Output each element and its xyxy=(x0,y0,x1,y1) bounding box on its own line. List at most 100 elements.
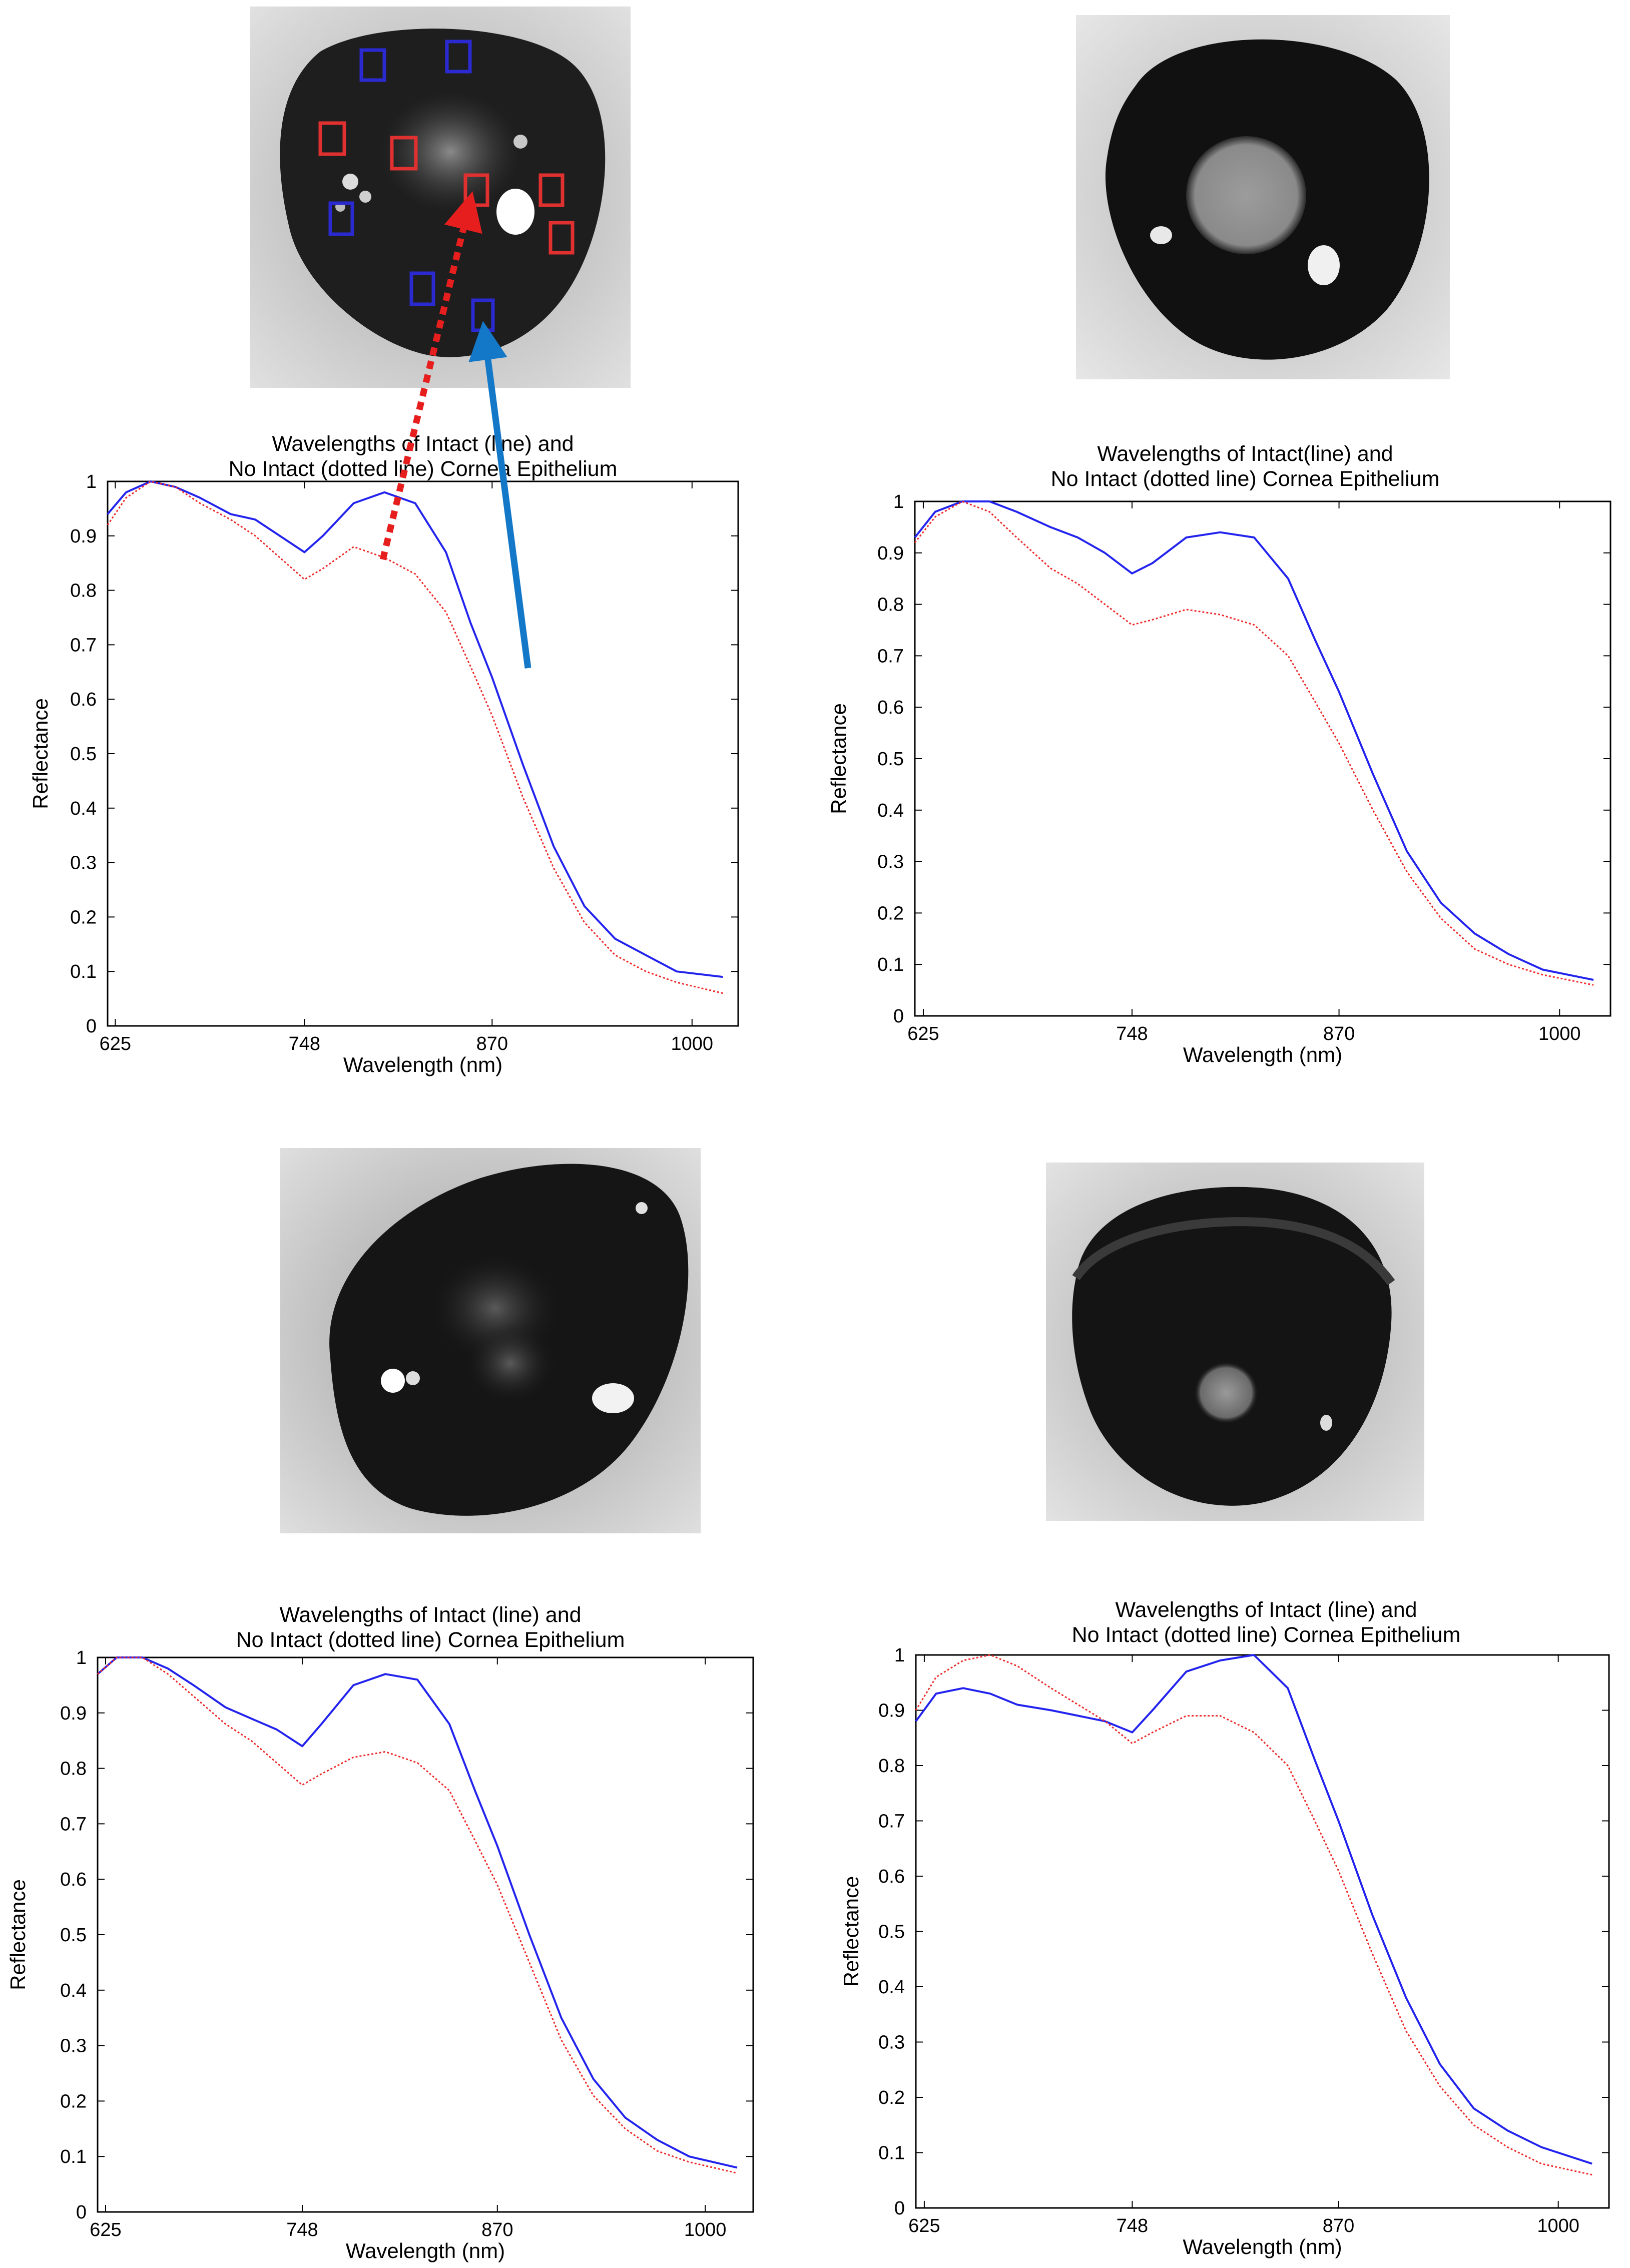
y-tick-label: 1 xyxy=(893,491,904,512)
y-tick-label: 0 xyxy=(86,1016,97,1037)
y-tick-label: 0.6 xyxy=(877,697,904,718)
y-tick-label: 1 xyxy=(86,471,97,492)
x-tick-label: 625 xyxy=(907,1023,939,1044)
y-tick-label: 0.7 xyxy=(877,646,904,667)
y-axis-label: Reflectance xyxy=(827,703,850,814)
plot-frame xyxy=(97,1656,754,2213)
y-tick-label: 0.3 xyxy=(878,2032,905,2053)
y-tick-label: 0 xyxy=(76,2202,87,2223)
y-axis-label: Reflectance xyxy=(839,1876,863,1987)
plot-frame xyxy=(915,1654,1610,2209)
x-tick-label: 1000 xyxy=(684,2219,727,2240)
y-axis-label: Reflectance xyxy=(6,1879,30,1990)
y-tick-label: 0.4 xyxy=(60,1980,87,2001)
y-tick-label: 0.1 xyxy=(70,961,97,982)
y-tick-label: 0.1 xyxy=(877,954,904,975)
series-line-no-intact xyxy=(914,500,1594,986)
y-tick-label: 0.3 xyxy=(877,852,904,873)
x-tick-label: 870 xyxy=(481,2219,513,2240)
y-tick-label: 0.3 xyxy=(70,853,97,874)
chart-title-line1: Wavelengths of Intact(line) and xyxy=(1097,442,1393,466)
y-tick-label: 0.9 xyxy=(877,543,904,564)
x-tick-label: 748 xyxy=(286,2219,318,2240)
chart-panel-2: Wavelengths of Intact(line) and No Intac… xyxy=(815,435,1630,1086)
series-line-no-intact xyxy=(97,1656,738,2174)
x-axis-label: Wavelength (nm) xyxy=(343,1053,502,1076)
y-tick-label: 0.9 xyxy=(60,1703,87,1724)
chart-title-line2: No Intact (dotted line) Cornea Epitheliu… xyxy=(236,1628,625,1652)
y-tick-label: 0.7 xyxy=(60,1814,87,1835)
x-axis-label: Wavelength (nm) xyxy=(346,2239,505,2262)
y-tick-label: 0.2 xyxy=(60,2091,87,2112)
y-tick-label: 1 xyxy=(76,1647,87,1668)
y-tick-label: 0.5 xyxy=(877,749,904,770)
chart-title-line1: Wavelengths of Intact (line) and xyxy=(279,1603,582,1627)
chart-panel-1: Wavelengths of Intact (line) and No Inta… xyxy=(0,425,761,1086)
line-chart: 0 0.1 0.2 0.3 0.4 0.5 0.6 0.7 0.8 0.9 1 625 748 870 10… xyxy=(839,1645,1610,2258)
x-tick-label: 748 xyxy=(289,1033,320,1054)
y-tick-label: 0.2 xyxy=(877,903,904,924)
series-line-no-intact xyxy=(107,480,723,994)
y-tick-label: 1 xyxy=(894,1645,905,1666)
x-tick-label: 748 xyxy=(1117,2215,1148,2236)
x-tick-label: 625 xyxy=(908,2215,940,2236)
y-tick-label: 0.4 xyxy=(70,798,97,819)
y-tick-label: 0.7 xyxy=(878,1811,905,1832)
plot-frame xyxy=(914,500,1611,1017)
x-tick-label: 1000 xyxy=(1537,2215,1579,2236)
y-axis-label: Reflectance xyxy=(29,698,52,809)
cornea-photo-2 xyxy=(1076,15,1450,379)
y-tick-label: 0.8 xyxy=(70,581,97,602)
y-tick-label: 0.4 xyxy=(877,800,904,821)
y-tick-label: 0.2 xyxy=(878,2087,905,2108)
y-tick-label: 0.1 xyxy=(878,2143,905,2164)
series-line-intact xyxy=(97,1656,738,2169)
x-axis-label: Wavelength (nm) xyxy=(1183,2235,1342,2258)
y-tick-label: 0.5 xyxy=(70,744,97,765)
y-tick-label: 0.9 xyxy=(70,526,97,547)
y-tick-label: 0.2 xyxy=(70,907,97,928)
cornea-photo-4 xyxy=(1046,1163,1424,1521)
y-tick-label: 0.4 xyxy=(878,1977,905,1998)
series-line-intact xyxy=(915,1654,1592,2165)
y-tick-label: 0.8 xyxy=(878,1756,905,1777)
x-axis-label: Wavelength (nm) xyxy=(1183,1043,1342,1066)
chart-title-line1: Wavelengths of Intact (line) and xyxy=(1115,1598,1417,1622)
y-tick-label: 0.5 xyxy=(878,1922,905,1943)
series-line-intact xyxy=(107,480,723,978)
y-tick-label: 0.3 xyxy=(60,2036,87,2057)
x-tick-label: 1000 xyxy=(1538,1023,1581,1044)
line-chart: 0 0.1 0.2 0.3 0.4 0.5 0.6 0.7 0.8 0.9 1 625 748 870 10… xyxy=(29,471,739,1076)
y-tick-label: 0.8 xyxy=(60,1759,87,1780)
chart-title: Wavelengths of Intact (line) and No Inta… xyxy=(110,1602,751,1652)
chart-title: Wavelengths of Intact(line) and No Intac… xyxy=(915,441,1575,491)
y-tick-label: 0 xyxy=(893,1006,904,1027)
series-line-no-intact xyxy=(915,1654,1592,2176)
x-tick-label: 748 xyxy=(1116,1023,1148,1044)
chart-panel-4: Wavelengths of Intact (line) and No Inta… xyxy=(821,1591,1630,2268)
chart-panel-3: Wavelengths of Intact (line) and No Inta… xyxy=(0,1596,761,2268)
x-tick-label: 870 xyxy=(1323,1023,1355,1044)
y-tick-label: 0 xyxy=(894,2198,905,2219)
series-line-intact xyxy=(914,500,1594,981)
x-tick-label: 625 xyxy=(90,2219,121,2240)
cornea-photo-1 xyxy=(250,7,631,388)
chart-title-line2: No Intact (dotted line) Cornea Epitheliu… xyxy=(1050,467,1440,491)
x-tick-label: 870 xyxy=(476,1033,508,1054)
y-tick-label: 0.5 xyxy=(60,1925,87,1946)
y-tick-label: 0.6 xyxy=(878,1866,905,1887)
chart-title-line2: No Intact (dotted line) Cornea Epitheliu… xyxy=(1071,1623,1461,1647)
y-tick-label: 0.7 xyxy=(70,635,97,656)
y-tick-label: 0.8 xyxy=(877,595,904,616)
line-chart: 0 0.1 0.2 0.3 0.4 0.5 0.6 0.7 0.8 0.9 1 625 748 870 10… xyxy=(827,491,1611,1066)
line-chart: 0 0.1 0.2 0.3 0.4 0.5 0.6 0.7 0.8 0.9 1 625 748 870 10… xyxy=(6,1647,754,2262)
x-tick-label: 625 xyxy=(100,1033,131,1054)
x-tick-label: 870 xyxy=(1323,2215,1354,2236)
y-tick-label: 0.6 xyxy=(70,689,97,710)
y-tick-label: 0.6 xyxy=(60,1869,87,1890)
y-tick-label: 0.9 xyxy=(878,1700,905,1722)
y-tick-label: 0.1 xyxy=(60,2146,87,2167)
chart-title: Wavelengths of Intact (line) and No Inta… xyxy=(941,1597,1591,1647)
plot-frame xyxy=(107,480,739,1027)
x-tick-label: 1000 xyxy=(671,1033,714,1054)
